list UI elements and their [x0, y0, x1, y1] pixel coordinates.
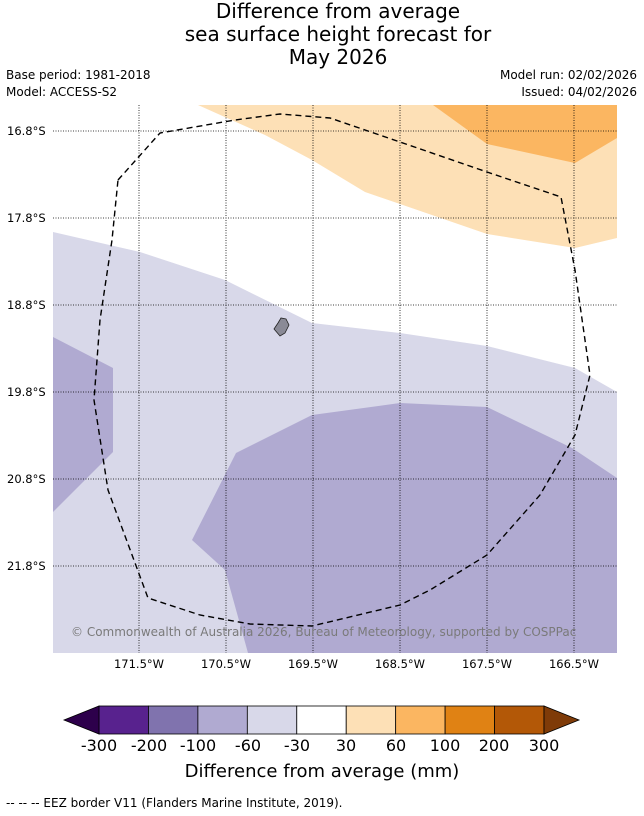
chart-title: Difference from average sea surface heig… — [0, 0, 644, 69]
lon-label-1: 171.5°W — [113, 657, 165, 671]
colorbar-tick-3: -100 — [179, 736, 217, 755]
copyright-notice: © Commonwealth of Australia 2026, Bureau… — [71, 625, 577, 639]
sea-height-map — [53, 105, 617, 653]
colorbar-extend-low — [62, 705, 100, 735]
lat-label-2: 17.8°S — [7, 211, 46, 225]
colorbar-bin-2 — [148, 705, 199, 735]
colorbar-tick-1: -300 — [80, 736, 118, 755]
colorbar-tick-6: 30 — [335, 736, 357, 755]
title-line-3: May 2026 — [288, 45, 388, 69]
lat-label-6: 21.8°S — [7, 559, 46, 573]
colorbar-tick-5: -30 — [283, 736, 311, 755]
colorbar-tick-10: 300 — [528, 736, 560, 755]
colorbar-extend-high — [543, 705, 581, 735]
lat-label-3: 18.8°S — [7, 298, 46, 312]
colorbar-tick-4: -60 — [234, 736, 262, 755]
colorbar-tick-2: -200 — [130, 736, 168, 755]
island-shape — [273, 317, 290, 337]
lon-label-3: 169.5°W — [287, 657, 339, 671]
meta-left: Base period: 1981-2018 Model: ACCESS-S2 — [6, 67, 151, 101]
title-line-1: Difference from average — [215, 0, 461, 23]
eez-border — [93, 113, 591, 627]
colorbar-bin-3 — [197, 705, 248, 735]
eez-legend: -- -- -- EEZ border V11 (Flanders Marine… — [6, 796, 343, 810]
lon-label-6: 166.5°W — [548, 657, 600, 671]
colorbar-tick-9: 200 — [478, 736, 510, 755]
colorbar-bin-7 — [395, 705, 446, 735]
lon-label-4: 168.5°W — [374, 657, 426, 671]
model-run: Model run: 02/02/2026 — [499, 68, 637, 82]
issued-date: Issued: 04/02/2026 — [521, 85, 637, 99]
colorbar-bin-6 — [345, 705, 397, 735]
colorbar-tick-8: 100 — [429, 736, 461, 755]
title-line-2: sea surface height forecast for — [184, 22, 492, 46]
base-period: Base period: 1981-2018 — [6, 68, 151, 82]
anomaly-region-mid-negative-west — [53, 337, 113, 512]
lon-label-5: 167.5°W — [461, 657, 513, 671]
model-name: Model: ACCESS-S2 — [6, 85, 118, 99]
colorbar-bin-9 — [494, 705, 545, 735]
meta-right: Model run: 02/02/2026 Issued: 04/02/2026 — [500, 67, 637, 101]
lon-label-2: 170.5°W — [200, 657, 252, 671]
colorbar — [62, 705, 581, 735]
anomaly-region-mid-positive — [433, 105, 617, 163]
colorbar-label: Difference from average (mm) — [184, 761, 460, 782]
lat-label-4: 19.8°S — [7, 385, 46, 399]
lat-label-1: 16.8°S — [7, 124, 46, 138]
colorbar-tick-7: 60 — [385, 736, 407, 755]
map-gridlines — [53, 105, 617, 653]
anomaly-region-mid-negative-east — [192, 403, 617, 653]
colorbar-bin-1 — [98, 705, 149, 735]
colorbar-bin-5 — [296, 705, 347, 735]
colorbar-bin-4 — [246, 705, 298, 735]
lat-label-5: 20.8°S — [7, 472, 46, 486]
colorbar-bins — [98, 705, 545, 735]
colorbar-bin-8 — [444, 705, 495, 735]
